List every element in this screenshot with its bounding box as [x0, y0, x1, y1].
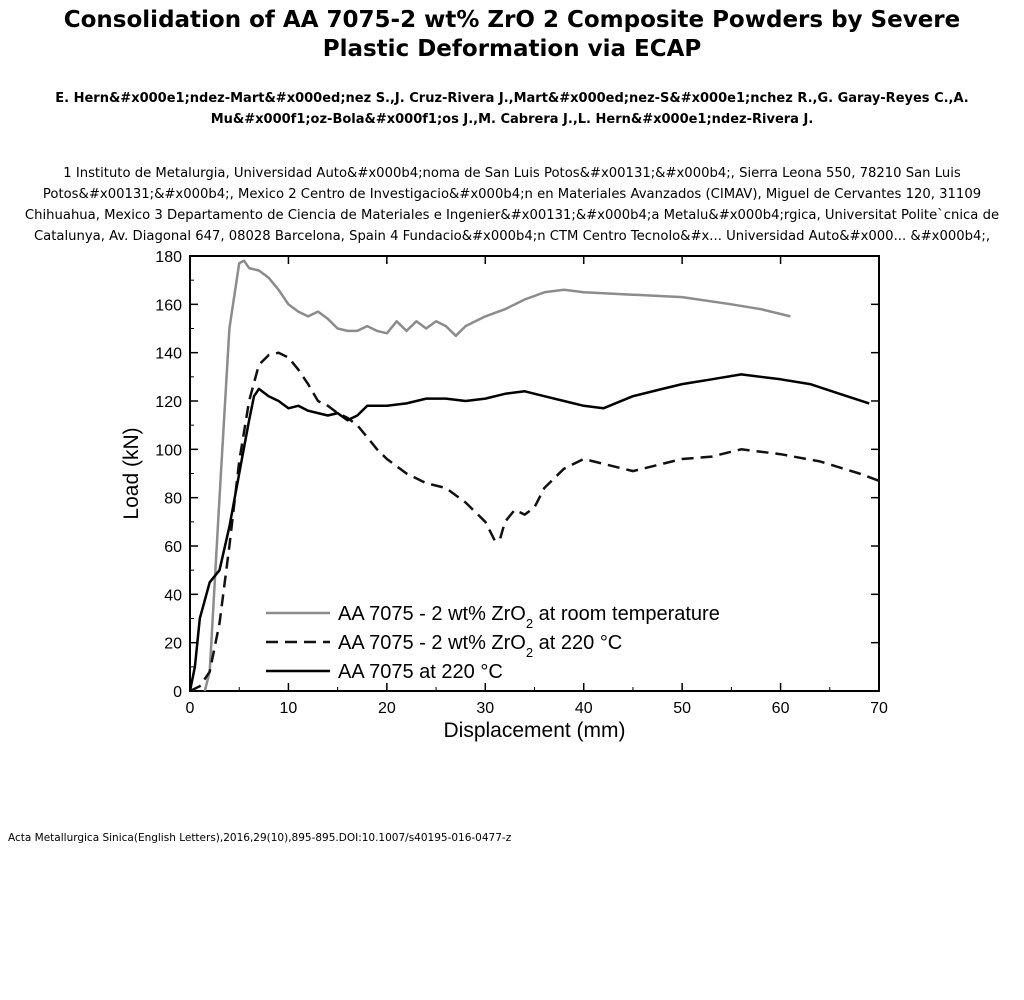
- x-tick-label: 70: [870, 700, 888, 717]
- citation: Acta Metallurgica Sinica(English Letters…: [8, 832, 512, 844]
- x-tick-label: 30: [476, 700, 494, 717]
- y-tick-label: 40: [164, 587, 182, 604]
- y-tick-label: 140: [155, 346, 182, 363]
- legend-label-1: AA 7075 - 2 wt% ZrO2 at room temperature: [338, 603, 720, 631]
- y-tick-label: 60: [164, 539, 182, 556]
- y-tick-label: 20: [164, 636, 182, 653]
- series-line-3: [188, 373, 870, 692]
- y-tick-label: 100: [155, 442, 182, 459]
- series-line-2: [189, 351, 880, 693]
- author-list: E. Hern&#x000e1;ndez-Mart&#x000ed;nez S.…: [55, 91, 969, 127]
- y-tick-label: 180: [155, 249, 182, 266]
- y-tick-label: 120: [155, 394, 182, 411]
- x-tick-label: 60: [772, 700, 790, 717]
- paper-title: Consolidation of AA 7075-2 wt% ZrO 2 Com…: [63, 7, 961, 62]
- y-tick-label: 160: [155, 297, 182, 314]
- series-line-1: [203, 259, 791, 692]
- affiliations: 1 Instituto de Metalurgia, Universidad A…: [24, 166, 1000, 265]
- x-axis-label: Displacement (mm): [443, 719, 625, 742]
- x-tick-label: 0: [186, 700, 195, 717]
- x-tick-label: 50: [673, 700, 691, 717]
- legend-label-2: AA 7075 - 2 wt% ZrO2 at 220 °C: [338, 632, 622, 660]
- legend-label-3: AA 7075 at 220 °C: [338, 661, 503, 683]
- y-axis-label: Load (kN): [120, 427, 143, 519]
- y-tick-label: 80: [164, 491, 182, 508]
- chart-svg: 0 10 20 30 40 50 60 70 0 20 40 60 80 100 120 140 160 180 D…: [120, 249, 888, 742]
- load-displacement-chart: 0 10 20 30 40 50 60 70 0 20 40 60 80 100 120 140 160 180 D…: [108, 244, 904, 744]
- x-tick-label: 40: [575, 700, 593, 717]
- x-tick-label: 10: [280, 700, 298, 717]
- plot-frame: [189, 255, 880, 692]
- x-tick-label: 20: [378, 700, 396, 717]
- y-tick-label: 0: [173, 684, 182, 701]
